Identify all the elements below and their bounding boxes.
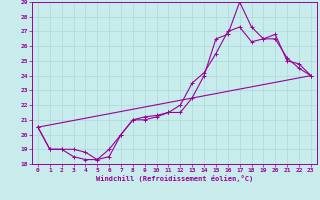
X-axis label: Windchill (Refroidissement éolien,°C): Windchill (Refroidissement éolien,°C) [96,175,253,182]
